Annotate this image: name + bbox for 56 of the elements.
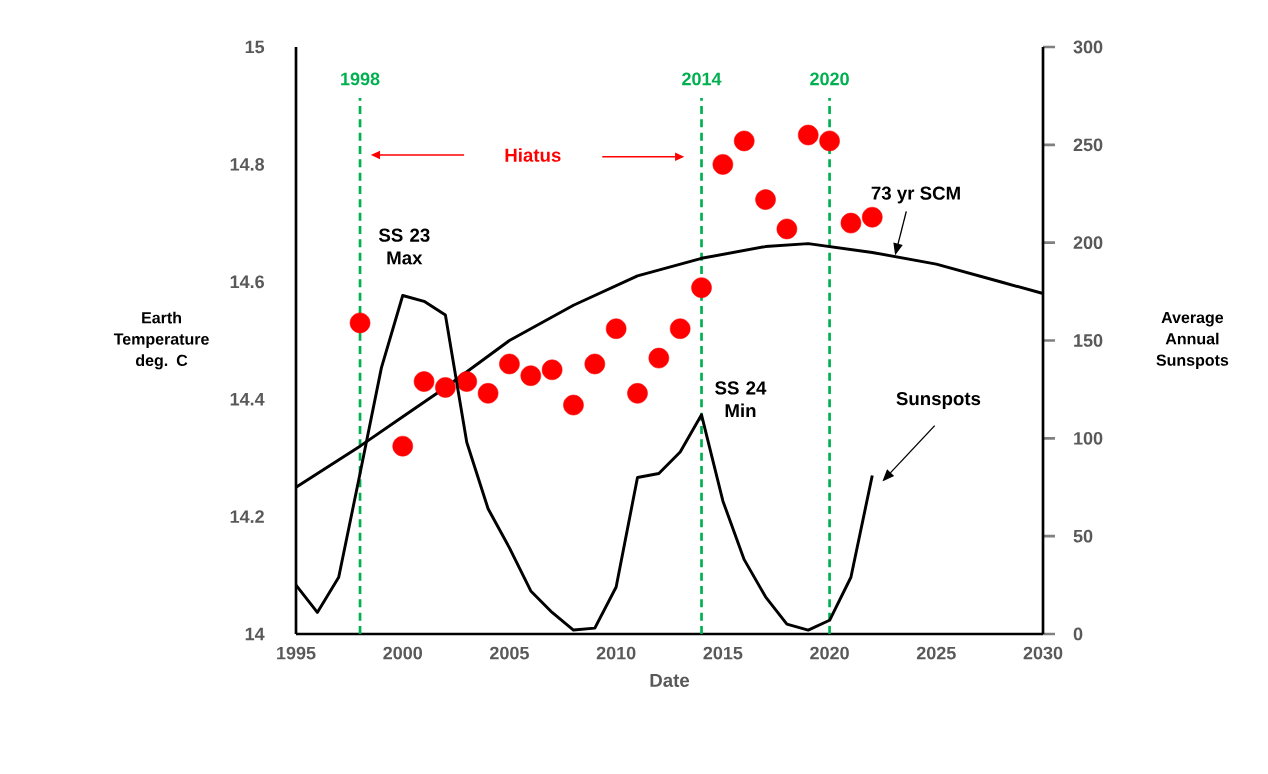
y2-tick-label: 0 bbox=[1073, 627, 1083, 641]
point bbox=[605, 318, 627, 340]
y2-axis-title: Average Annual Sunspots bbox=[1156, 312, 1229, 369]
x-tick-label: 2015 bbox=[703, 646, 743, 660]
point bbox=[520, 365, 542, 386]
ref-line-label: 2014 bbox=[682, 72, 722, 86]
annotation: SS 23 Max bbox=[378, 228, 430, 265]
x-tick-label: 2010 bbox=[596, 646, 636, 660]
x-tick-label: 2025 bbox=[916, 646, 956, 660]
y-axis-title: Earth Temperature deg. C bbox=[113, 311, 209, 370]
y2-tick-label: 100 bbox=[1074, 431, 1103, 445]
y-tick-label: 14.6 bbox=[230, 275, 264, 289]
x-tick-label: 2020 bbox=[810, 646, 849, 660]
point bbox=[541, 359, 563, 381]
point bbox=[861, 206, 883, 228]
x-axis-title: Date bbox=[650, 673, 690, 687]
y-tick-label: 14.4 bbox=[230, 393, 265, 406]
ref-line-label: 2020 bbox=[810, 72, 849, 86]
point bbox=[776, 218, 798, 240]
y-tick-label: 14 bbox=[245, 627, 265, 641]
point bbox=[349, 312, 371, 334]
ref-line-label: 1998 bbox=[341, 72, 380, 86]
annotation: SS 24 Min bbox=[715, 381, 767, 418]
point bbox=[392, 435, 413, 457]
point bbox=[797, 124, 819, 146]
point bbox=[669, 318, 691, 340]
point bbox=[584, 353, 606, 375]
point bbox=[691, 277, 712, 298]
y2-tick-label: 250 bbox=[1073, 138, 1103, 152]
point bbox=[755, 189, 776, 210]
x-tick-label: 2030 bbox=[1023, 646, 1063, 660]
point bbox=[648, 347, 670, 369]
point bbox=[435, 377, 456, 398]
y-tick-label: 14.8 bbox=[230, 158, 265, 171]
y2-tick-label: 300 bbox=[1073, 40, 1103, 54]
y-tick-label: 14.2 bbox=[230, 510, 264, 523]
x-tick-label: 2000 bbox=[383, 646, 423, 660]
text: 73 yr SCM bbox=[871, 186, 960, 204]
annotation: Hiatus bbox=[505, 148, 561, 162]
y2-tick-label: 50 bbox=[1073, 529, 1093, 543]
point bbox=[627, 383, 648, 404]
annotation: Sunspots bbox=[896, 392, 981, 409]
point bbox=[477, 383, 499, 404]
x-tick-label: 1995 bbox=[277, 646, 316, 660]
point bbox=[499, 353, 520, 375]
point bbox=[413, 371, 435, 392]
y-tick-label: 15 bbox=[245, 40, 265, 54]
point bbox=[712, 154, 734, 175]
point bbox=[563, 394, 584, 416]
point bbox=[733, 130, 755, 152]
point bbox=[840, 212, 862, 234]
x-tick-label: 2005 bbox=[490, 646, 529, 660]
point bbox=[819, 130, 840, 152]
point bbox=[456, 371, 478, 392]
y2-tick-label: 150 bbox=[1074, 334, 1103, 347]
y2-tick-label: 200 bbox=[1073, 236, 1103, 250]
